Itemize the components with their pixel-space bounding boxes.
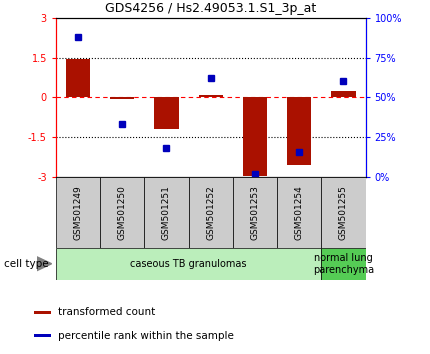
Bar <box>66 59 90 97</box>
Bar <box>56 177 100 248</box>
Bar <box>331 91 356 97</box>
Bar <box>189 177 233 248</box>
Text: transformed count: transformed count <box>58 307 155 317</box>
Bar <box>287 97 311 165</box>
Bar <box>277 177 321 248</box>
Polygon shape <box>37 257 52 271</box>
Text: GSM501252: GSM501252 <box>206 185 215 240</box>
Bar <box>243 97 267 176</box>
Text: GSM501255: GSM501255 <box>339 185 348 240</box>
Text: GSM501250: GSM501250 <box>118 185 127 240</box>
Text: GSM501254: GSM501254 <box>295 185 304 240</box>
Bar <box>34 334 51 337</box>
Title: GDS4256 / Hs2.49053.1.S1_3p_at: GDS4256 / Hs2.49053.1.S1_3p_at <box>105 2 316 15</box>
Bar <box>321 177 366 248</box>
Bar <box>100 177 144 248</box>
Bar <box>199 95 223 97</box>
Text: cell type: cell type <box>4 259 49 269</box>
Bar <box>34 311 51 314</box>
Bar <box>56 248 321 280</box>
Bar <box>321 248 366 280</box>
Text: caseous TB granulomas: caseous TB granulomas <box>130 259 247 269</box>
Text: GSM501249: GSM501249 <box>74 185 83 240</box>
Bar <box>233 177 277 248</box>
Text: percentile rank within the sample: percentile rank within the sample <box>58 331 233 341</box>
Bar <box>144 177 189 248</box>
Bar <box>110 97 135 99</box>
Text: GSM501251: GSM501251 <box>162 185 171 240</box>
Bar <box>154 97 178 129</box>
Text: GSM501253: GSM501253 <box>250 185 259 240</box>
Text: normal lung
parenchyma: normal lung parenchyma <box>313 253 374 275</box>
